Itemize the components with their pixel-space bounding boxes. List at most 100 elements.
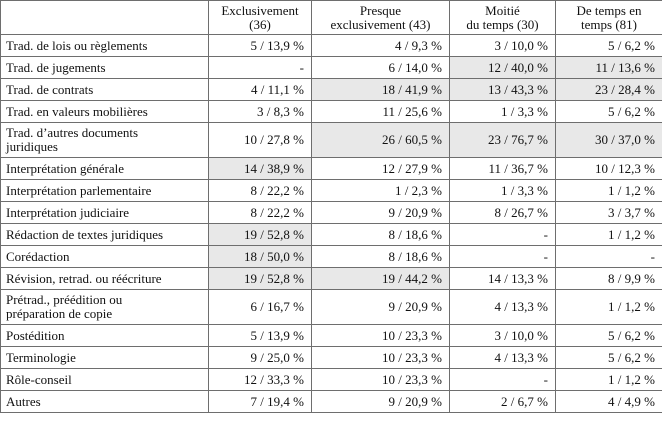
table-cell: 1 / 1,2 % [555, 289, 662, 325]
table-cell: 5 / 6,2 % [555, 100, 662, 123]
table-row: Trad. d’autres documents juridiques 10 / 2… [0, 122, 662, 158]
table-cell: 5 / 6,2 % [555, 346, 662, 369]
table-cell: 11 / 36,7 % [449, 157, 556, 180]
row-label: Interprétation judiciaire [0, 201, 209, 224]
table-cell: 9 / 20,9 % [311, 201, 450, 224]
table-body: Trad. de lois ou règlements 5 / 13,9 % 4 /… [0, 34, 662, 413]
row-label: Autres [0, 390, 209, 413]
table-row: Autres 7 / 19,4 % 9 / 20,9 % 2 / 6,7 % 4 / 4… [0, 390, 662, 413]
table-row: Interprétation générale 14 / 38,9 % 12 / 2… [0, 157, 662, 180]
table-cell: - [208, 56, 312, 79]
column-header-exclusivement: Exclusivement (36) [208, 0, 312, 35]
table-cell: 10 / 23,3 % [311, 368, 450, 391]
row-label: Trad. d’autres documents juridiques [0, 122, 209, 158]
table-cell: 19 / 52,8 % [208, 223, 312, 246]
table-cell: 4 / 9,3 % [311, 34, 450, 57]
table-cell: 1 / 3,3 % [449, 100, 556, 123]
row-label: Rédaction de textes juridiques [0, 223, 209, 246]
table-row: Trad. de jugements -6 / 14,0 % 12 / 40,0 %… [0, 56, 662, 79]
table-cell: 11 / 25,6 % [311, 100, 450, 123]
table-cell: 3 / 3,7 % [555, 201, 662, 224]
table-cell: 12 / 27,9 % [311, 157, 450, 180]
table-cell: 26 / 60,5 % [311, 122, 450, 158]
table-cell: 8 / 18,6 % [311, 223, 450, 246]
table-cell: 6 / 16,7 % [208, 289, 312, 325]
table-cell: 5 / 6,2 % [555, 324, 662, 347]
column-header-presque-exclusivement: Presque exclusivement (43) [311, 0, 450, 35]
table-cell: 19 / 44,2 % [311, 267, 450, 290]
table-cell: 9 / 20,9 % [311, 289, 450, 325]
row-label: Trad. de contrats [0, 78, 209, 101]
row-label: Interprétation parlementaire [0, 179, 209, 202]
header-row: Exclusivement (36) Presque exclusivement (… [0, 0, 662, 35]
table-cell: 8 / 9,9 % [555, 267, 662, 290]
table-cell: 23 / 28,4 % [555, 78, 662, 101]
table-cell: 5 / 13,9 % [208, 324, 312, 347]
activity-table: Exclusivement (36) Presque exclusivement (… [0, 0, 662, 413]
table-cell: 1 / 2,3 % [311, 179, 450, 202]
table-row: Interprétation parlementaire 8 / 22,2 % 1 … [0, 179, 662, 202]
table-cell: 10 / 23,3 % [311, 324, 450, 347]
table-cell: 4 / 4,9 % [555, 390, 662, 413]
table-row: Corédaction 18 / 50,0 % 8 / 18,6 % - - [0, 245, 662, 268]
table-cell: 14 / 38,9 % [208, 157, 312, 180]
table-cell: 5 / 13,9 % [208, 34, 312, 57]
row-label: Trad. de jugements [0, 56, 209, 79]
header-corner [0, 0, 209, 35]
table-cell: 19 / 52,8 % [208, 267, 312, 290]
table-row: Rédaction de textes juridiques 19 / 52,8 … [0, 223, 662, 246]
table-row: Trad. en valeurs mobilières 3 / 8,3 % 11 /… [0, 100, 662, 123]
table-cell: 7 / 19,4 % [208, 390, 312, 413]
table-cell: 8 / 22,2 % [208, 201, 312, 224]
table-cell: 4 / 13,3 % [449, 346, 556, 369]
row-label: Corédaction [0, 245, 209, 268]
table-cell: 1 / 3,3 % [449, 179, 556, 202]
row-label: Postédition [0, 324, 209, 347]
table-cell: 18 / 41,9 % [311, 78, 450, 101]
table-cell: 3 / 8,3 % [208, 100, 312, 123]
table-cell: 3 / 10,0 % [449, 34, 556, 57]
table-cell: 9 / 20,9 % [311, 390, 450, 413]
row-label: Terminologie [0, 346, 209, 369]
table-cell: 8 / 26,7 % [449, 201, 556, 224]
table-row: Interprétation judiciaire 8 / 22,2 % 9 / 2… [0, 201, 662, 224]
table-cell: 3 / 10,0 % [449, 324, 556, 347]
table-cell: 12 / 40,0 % [449, 56, 556, 79]
table-cell: 5 / 6,2 % [555, 34, 662, 57]
table-cell: - [449, 368, 556, 391]
row-label: Trad. de lois ou règlements [0, 34, 209, 57]
table-cell: 8 / 22,2 % [208, 179, 312, 202]
row-label: Prétrad., prééditi­on ou préparation de c… [0, 289, 209, 325]
row-label: Trad. en valeurs mobilières [0, 100, 209, 123]
column-header-de-temps-en-temps: De temps en temps (81) [555, 0, 662, 35]
table-cell: 6 / 14,0 % [311, 56, 450, 79]
table-cell: 1 / 1,2 % [555, 368, 662, 391]
table-cell: - [449, 245, 556, 268]
row-label: Révision, retrad. ou réécriture [0, 267, 209, 290]
table-row: Révision, retrad. ou réécriture 19 / 52,8… [0, 267, 662, 290]
table-cell: 12 / 33,3 % [208, 368, 312, 391]
table-cell: 1 / 1,2 % [555, 223, 662, 246]
table-row: Terminologie 9 / 25,0 % 10 / 23,3 % 4 / 13,… [0, 346, 662, 369]
table-cell: 23 / 76,7 % [449, 122, 556, 158]
table-row: Trad. de contrats 4 / 11,1 % 18 / 41,9 % 13… [0, 78, 662, 101]
table-cell: 10 / 27,8 % [208, 122, 312, 158]
table-row: Rôle-conseil 12 / 33,3 % 10 / 23,3 % -1 / 1… [0, 368, 662, 391]
table-cell: 4 / 11,1 % [208, 78, 312, 101]
table-header: Exclusivement (36) Presque exclusivement (… [0, 0, 662, 35]
table-cell: 18 / 50,0 % [208, 245, 312, 268]
table-cell: 30 / 37,0 % [555, 122, 662, 158]
row-label: Interprétation générale [0, 157, 209, 180]
table-cell: 14 / 13,3 % [449, 267, 556, 290]
table-cell: 13 / 43,3 % [449, 78, 556, 101]
table-row: Prétrad., prééditi­on ou préparation de c… [0, 289, 662, 325]
table-cell: 4 / 13,3 % [449, 289, 556, 325]
table-cell: 8 / 18,6 % [311, 245, 450, 268]
column-header-moitie-du-temps: Moitié du temps (30) [449, 0, 556, 35]
table-cell: - [555, 245, 662, 268]
table-cell: - [449, 223, 556, 246]
table-cell: 11 / 13,6 % [555, 56, 662, 79]
table-cell: 1 / 1,2 % [555, 179, 662, 202]
table-cell: 2 / 6,7 % [449, 390, 556, 413]
table-row: Trad. de lois ou règlements 5 / 13,9 % 4 /… [0, 34, 662, 57]
